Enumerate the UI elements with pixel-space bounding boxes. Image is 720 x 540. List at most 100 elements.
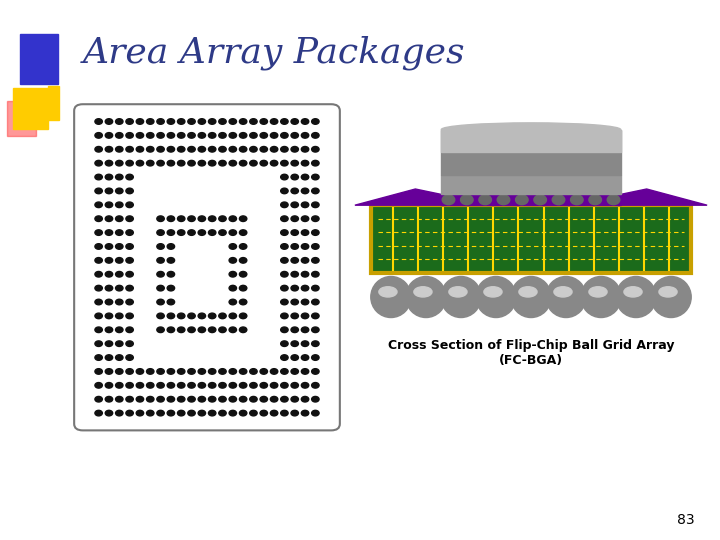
Circle shape [116, 410, 123, 416]
Circle shape [312, 146, 319, 152]
Circle shape [302, 146, 309, 152]
Circle shape [291, 133, 298, 138]
Circle shape [219, 396, 226, 402]
Circle shape [157, 396, 164, 402]
Circle shape [312, 202, 319, 207]
Circle shape [302, 174, 309, 180]
Circle shape [188, 133, 195, 138]
Circle shape [209, 216, 216, 221]
Circle shape [105, 119, 112, 124]
Circle shape [188, 313, 195, 319]
Circle shape [157, 382, 164, 388]
Circle shape [219, 382, 226, 388]
Circle shape [157, 285, 164, 291]
Circle shape [281, 410, 288, 416]
Circle shape [271, 382, 278, 388]
Circle shape [240, 410, 247, 416]
Circle shape [157, 119, 164, 124]
Circle shape [198, 216, 205, 221]
Circle shape [95, 285, 102, 291]
Circle shape [116, 188, 123, 194]
Circle shape [95, 355, 102, 360]
Circle shape [229, 299, 236, 305]
Circle shape [250, 369, 257, 374]
Bar [441, 130, 621, 152]
Circle shape [229, 272, 236, 277]
Circle shape [312, 119, 319, 124]
Circle shape [250, 119, 257, 124]
Circle shape [126, 244, 133, 249]
Circle shape [116, 146, 123, 152]
Circle shape [291, 396, 298, 402]
Circle shape [312, 160, 319, 166]
Circle shape [260, 382, 267, 388]
Circle shape [209, 313, 216, 319]
Text: Area Array Packages: Area Array Packages [83, 35, 465, 70]
Circle shape [136, 160, 143, 166]
Circle shape [229, 396, 236, 402]
Circle shape [291, 202, 298, 207]
Circle shape [147, 133, 154, 138]
Ellipse shape [441, 123, 621, 137]
Circle shape [209, 230, 216, 235]
Circle shape [105, 188, 112, 194]
Ellipse shape [519, 287, 537, 297]
Circle shape [219, 146, 226, 152]
Circle shape [219, 160, 226, 166]
Circle shape [136, 146, 143, 152]
Circle shape [136, 133, 143, 138]
Circle shape [105, 382, 112, 388]
Circle shape [281, 272, 288, 277]
Circle shape [136, 410, 143, 416]
Circle shape [116, 160, 123, 166]
Circle shape [157, 313, 164, 319]
Circle shape [188, 119, 195, 124]
Circle shape [105, 160, 112, 166]
Circle shape [281, 369, 288, 374]
Circle shape [302, 285, 309, 291]
Circle shape [291, 355, 298, 360]
Circle shape [302, 244, 309, 249]
Circle shape [105, 285, 112, 291]
Circle shape [178, 160, 185, 166]
Circle shape [302, 272, 309, 277]
Circle shape [147, 119, 154, 124]
Bar [48, 86, 59, 120]
Ellipse shape [406, 276, 446, 318]
Circle shape [167, 299, 174, 305]
Circle shape [281, 146, 288, 152]
Circle shape [167, 216, 174, 221]
Circle shape [240, 133, 247, 138]
Ellipse shape [651, 276, 691, 318]
Circle shape [178, 396, 185, 402]
Circle shape [147, 146, 154, 152]
Circle shape [219, 327, 226, 333]
Circle shape [116, 382, 123, 388]
Ellipse shape [371, 276, 411, 318]
Circle shape [229, 410, 236, 416]
Circle shape [167, 313, 174, 319]
Circle shape [198, 410, 205, 416]
Circle shape [302, 216, 309, 221]
Circle shape [116, 341, 123, 347]
Circle shape [95, 313, 102, 319]
Circle shape [271, 119, 278, 124]
Circle shape [312, 230, 319, 235]
Circle shape [126, 258, 133, 263]
Circle shape [167, 133, 174, 138]
Circle shape [167, 244, 174, 249]
Circle shape [116, 119, 123, 124]
Circle shape [209, 146, 216, 152]
Circle shape [147, 396, 154, 402]
Circle shape [178, 146, 185, 152]
Circle shape [116, 327, 123, 333]
Circle shape [209, 369, 216, 374]
Circle shape [95, 119, 102, 124]
Circle shape [260, 133, 267, 138]
Circle shape [260, 119, 267, 124]
Circle shape [229, 216, 236, 221]
Circle shape [178, 410, 185, 416]
Circle shape [302, 119, 309, 124]
Circle shape [95, 382, 102, 388]
Circle shape [126, 369, 133, 374]
